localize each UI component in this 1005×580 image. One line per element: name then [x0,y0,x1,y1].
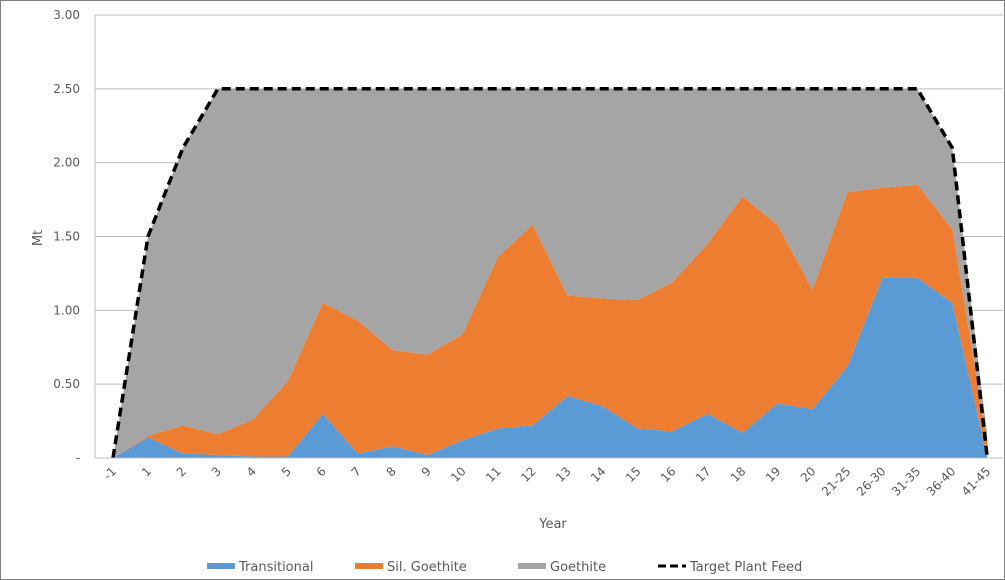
x-tick-label: 3 [209,464,224,479]
area-sil-goethite [113,184,988,459]
x-tick-label: 9 [419,464,434,479]
legend-label-goethite: Goethite [550,560,606,575]
x-tick-label: 10 [448,464,469,485]
y-tick-label: 1.00 [53,303,80,317]
area-goethite [113,88,988,459]
target-line [111,87,990,459]
x-tick-label: 12 [518,464,539,485]
x-tick-label: 8 [384,464,399,479]
x-tick-label: -1 [101,464,119,482]
y-tick-label: 2.50 [53,82,80,96]
x-tick-label: 5 [279,464,294,479]
x-tick-label: 4 [244,464,259,479]
x-axis: -1 1 2 3 4 5 6 7 8 9 10 11 12 13 14 15 16 17 18 19 20 21-25 26… [95,457,1003,499]
x-tick-label: 26-30 [854,464,889,499]
x-tick-label: 1 [139,464,154,479]
x-tick-label: 31-35 [889,464,924,499]
area-transitional [113,277,988,458]
series-line-target-plant-feed [111,87,990,459]
y-tick-label: 0.50 [53,377,80,391]
x-tick-label: 15 [623,464,644,485]
x-tick-label: 20 [798,464,819,485]
y-tick-label: 2.00 [53,156,80,170]
x-tick-label: 18 [728,464,749,485]
x-axis-title: Year [538,517,567,532]
legend-swatch-sil-goethite [355,563,383,569]
x-tick-label: 14 [588,464,609,485]
legend-label-sil-goethite: Sil. Goethite [387,560,467,575]
x-tick-label: 21-25 [819,464,854,499]
legend: Transitional Sil. Goethite Goethite Target … [207,560,802,575]
y-axis: - 0.50 1.00 1.50 2.00 2.50 3.00 [53,8,96,465]
x-tick-label: 36-40 [924,464,959,499]
x-tick-label: 7 [349,464,364,479]
y-tick-label: 3.00 [53,8,80,22]
legend-label-target-plant-feed: Target Plant Feed [689,560,802,575]
y-axis-title: Mt [31,230,46,246]
x-tick-label: 13 [553,464,574,485]
x-tick-label: 11 [483,464,504,485]
y-tick-label: - [76,451,80,465]
x-tick-label: 19 [763,464,784,485]
x-tick-label: 17 [693,464,714,485]
x-tick-label: 41-45 [959,464,994,499]
y-tick-label: 1.50 [53,230,80,244]
x-tick-label: 6 [314,464,329,479]
x-tick-label: 2 [174,464,189,479]
legend-label-transitional: Transitional [238,560,313,575]
stacked-areas [113,88,988,459]
legend-swatch-goethite [518,563,546,569]
x-tick-label: 16 [658,464,679,485]
legend-swatch-transitional [207,563,235,569]
